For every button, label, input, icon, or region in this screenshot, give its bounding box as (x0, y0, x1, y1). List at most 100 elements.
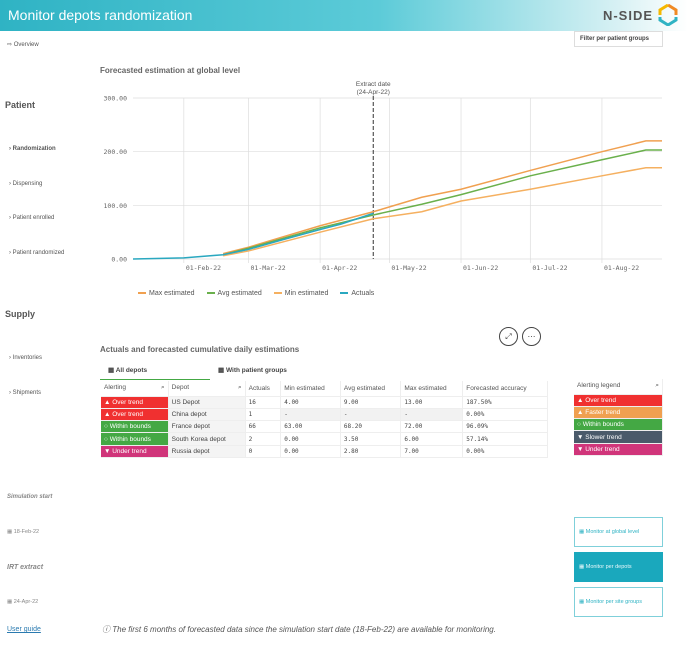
avg-cell: - (340, 408, 402, 422)
max-cell: 13.00 (400, 396, 464, 409)
overview-label: Overview (13, 42, 39, 48)
legend-item: ○ Within bounds (574, 418, 663, 432)
tab-label: All depots (115, 367, 148, 374)
legend-row[interactable]: ▼ Under trend (574, 443, 663, 456)
legend-row[interactable]: ▲ Faster trend (574, 406, 663, 420)
actuals-cell: 2 (245, 432, 282, 446)
depot-cell: South Korea depot (168, 432, 246, 446)
footnote-text: The first 6 months of forecasted data si… (112, 625, 496, 634)
nav-inventories[interactable]: › Inventories (9, 355, 43, 361)
legend-swatch (273, 292, 282, 295)
depots-table: Alerting ⌕ Depot ⌕ Actuals Min estimated Avg e… (101, 381, 548, 458)
tab-label: With patient groups (225, 367, 287, 374)
table-row[interactable]: ▲ Over trend US Depot 16 4.00 9.00 13.00 187.5… (101, 396, 548, 409)
nav-label: Inventories (12, 355, 43, 361)
page-title: Monitor depots randomization (8, 7, 193, 23)
accuracy-cell: 96.09% (462, 420, 548, 434)
column-header[interactable]: Min estimated (280, 381, 341, 397)
expand-icon[interactable]: ⤢ (499, 327, 518, 346)
depot-cell: US Depot (168, 396, 246, 409)
search-icon[interactable]: ⌕ (655, 382, 659, 390)
legend-row[interactable]: ▲ Over trend (574, 394, 663, 407)
date-value: 24-Apr-22 (13, 599, 39, 605)
header: Monitor depots randomization N-SIDE (0, 0, 688, 31)
search-icon[interactable]: ⌕ (161, 384, 165, 392)
table-row[interactable]: ▲ Over trend China depot 1- - -0.00% (101, 408, 548, 422)
nav-label: Dispensing (12, 181, 43, 187)
depot-cell: France depot (168, 420, 246, 434)
legend-item: ▼ Under trend (574, 443, 663, 456)
actuals-cell: 0 (245, 445, 282, 458)
column-header[interactable]: Alerting ⌕ (101, 381, 169, 397)
monitor-global-button[interactable]: ▦ Monitor at global level (574, 517, 663, 547)
legend-item[interactable]: Min estimated (273, 290, 328, 297)
alert-cell: ▲ Over trend (101, 408, 169, 422)
table-row[interactable]: ○ Within bounds South Korea depot 2 0.00 3.5… (101, 432, 548, 446)
table-header-row: Alerting ⌕ Depot ⌕ Actuals Min estimated Avg e… (101, 381, 548, 397)
monitor-depots-button[interactable]: ▦ Monitor per depots (574, 552, 663, 582)
avg-cell: 9.00 (340, 396, 402, 409)
column-header[interactable]: Actuals (245, 381, 282, 397)
header-label: Alerting legend (577, 382, 621, 390)
avg-cell: 3.50 (340, 432, 402, 446)
tab-all-depots[interactable]: ▦ All depots (100, 364, 210, 380)
tab-with-patient-groups[interactable]: ▦ With patient groups (218, 367, 287, 374)
button-label: Monitor per depots (585, 564, 632, 570)
chart-legend: Max estimated Avg estimated Min estimated A… (138, 290, 374, 297)
legend-item: ▲ Over trend (574, 394, 663, 407)
section-patient: Patient (5, 100, 36, 110)
x-tick-label: 01-Apr-22 (322, 264, 357, 272)
alert-cell: ▼ Under trend (101, 445, 169, 458)
column-header[interactable]: Forecasted accuracy (462, 381, 548, 397)
section-supply: Supply (5, 309, 36, 319)
alerting-legend-table: Alerting legend ⌕ ▲ Over trend ▲ Faster t… (574, 379, 663, 456)
nav-label: Patient enrolled (12, 215, 55, 221)
nav-shipments[interactable]: › Shipments (9, 390, 42, 396)
legend-item[interactable]: Avg estimated (206, 290, 262, 297)
min-cell: - (280, 408, 341, 422)
series-line-min-estimated (222, 167, 662, 257)
nav-patient-randomized[interactable]: › Patient randomized (9, 250, 65, 256)
table-row[interactable]: ▼ Under trend Russia depot 0 0.00 2.80 7.00 0.… (101, 445, 548, 458)
actuals-cell: 66 (245, 420, 282, 434)
nav-randomization[interactable]: › Randomization (9, 146, 56, 152)
min-cell: 0.00 (280, 432, 341, 446)
monitor-site-groups-button[interactable]: ▦ Monitor per site groups (574, 587, 663, 617)
nav-patient-enrolled[interactable]: › Patient enrolled (9, 215, 55, 221)
info-icon: ⓘ (102, 625, 110, 634)
avg-cell: 2.80 (340, 445, 402, 458)
max-cell: - (400, 408, 464, 422)
series-line-max-estimated (222, 140, 662, 255)
legend-row[interactable]: ○ Within bounds (574, 418, 663, 432)
chart-title: Forecasted estimation at global level (100, 66, 241, 75)
legend-row[interactable]: ▼ Slower trend (574, 430, 663, 444)
irt-extract-date: ▦ 24-Apr-22 (7, 599, 39, 605)
search-icon[interactable]: ⌕ (237, 384, 242, 392)
nav-dispensing[interactable]: › Dispensing (9, 181, 43, 187)
avg-cell: 68.20 (340, 420, 402, 434)
overview-link[interactable]: ⇨ Overview (7, 42, 39, 48)
column-header[interactable]: Avg estimated (340, 381, 402, 397)
alerting-legend-header[interactable]: Alerting legend ⌕ (574, 379, 663, 395)
table-row[interactable]: ○ Within bounds France depot 66 63.00 68.20 7… (101, 420, 548, 434)
extract-date-label: Extract date (356, 81, 391, 88)
header-label: Depot (171, 384, 190, 392)
column-header[interactable]: Depot ⌕ (168, 381, 246, 397)
series-line-actuals (132, 212, 374, 260)
legend-item[interactable]: Max estimated (138, 290, 195, 297)
more-options-icon[interactable]: ⋯ (522, 327, 541, 346)
legend-item: ▼ Slower trend (574, 430, 663, 444)
header-label: Alerting (104, 384, 127, 392)
simulation-start-date: ▦ 18-Feb-22 (7, 529, 40, 535)
user-guide-link[interactable]: User guide (7, 626, 41, 633)
button-label: Monitor per site groups (585, 599, 642, 605)
nav-label: Patient randomized (12, 250, 65, 256)
legend-item[interactable]: Actuals (340, 290, 374, 297)
alert-cell: ○ Within bounds (101, 420, 169, 434)
forecast-line-chart: 0.00 100.00 200.00 300.00 01-Feb-22 01-Mar-22… (104, 81, 662, 272)
filter-patient-groups-button[interactable]: Filter per patient groups (574, 31, 663, 47)
x-tick-label: 01-Feb-22 (186, 264, 221, 272)
column-header[interactable]: Max estimated (400, 381, 464, 397)
y-tick-label: 100.00 (104, 202, 128, 210)
table-tabs: ▦ All depots ▦ With patient groups (100, 364, 450, 380)
